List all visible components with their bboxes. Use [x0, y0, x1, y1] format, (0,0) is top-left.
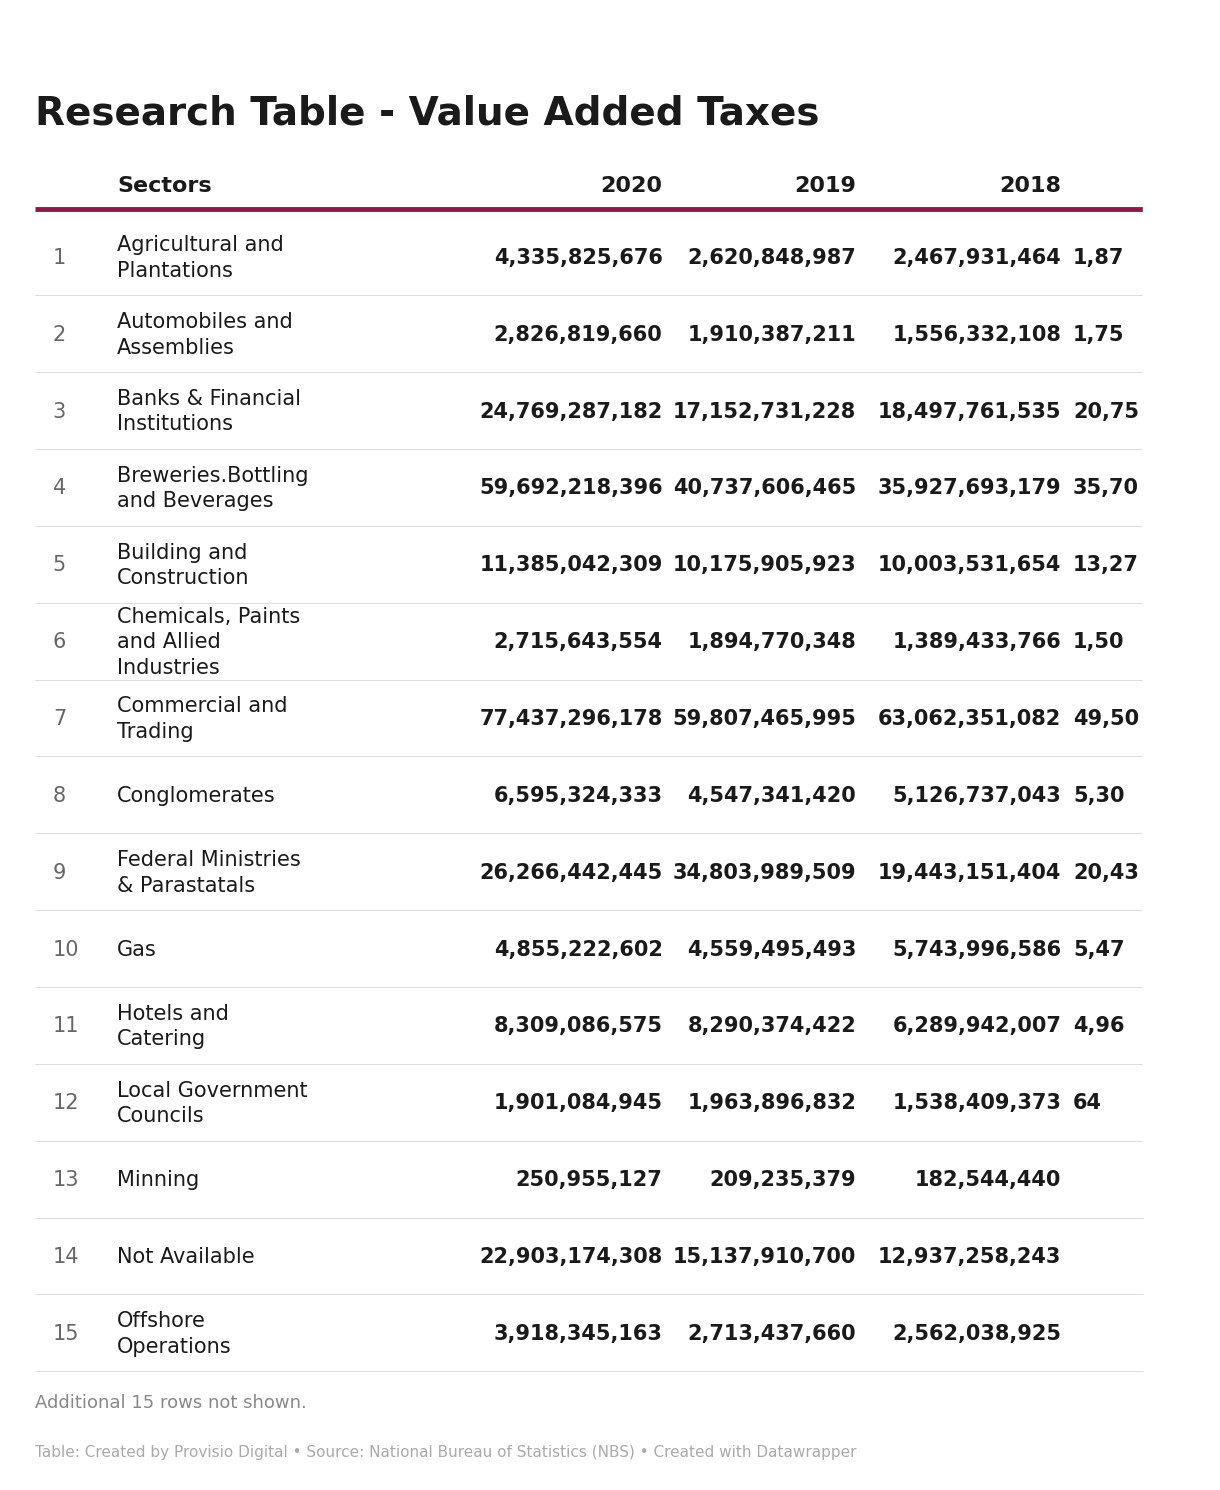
- Text: 8: 8: [52, 785, 66, 806]
- Text: 20,75: 20,75: [1074, 402, 1139, 422]
- Text: 40,737,606,465: 40,737,606,465: [673, 478, 856, 499]
- Text: 2,467,931,464: 2,467,931,464: [893, 247, 1061, 268]
- Text: 2018: 2018: [999, 176, 1061, 195]
- Text: 4,547,341,420: 4,547,341,420: [687, 785, 856, 806]
- Text: 8,309,086,575: 8,309,086,575: [494, 1016, 662, 1037]
- Text: 11: 11: [52, 1016, 79, 1037]
- Text: 1: 1: [52, 247, 66, 268]
- Text: Minning: Minning: [117, 1170, 200, 1191]
- Text: 17,152,731,228: 17,152,731,228: [673, 402, 856, 422]
- Text: Offshore
Operations: Offshore Operations: [117, 1311, 232, 1357]
- Text: 10: 10: [52, 940, 79, 960]
- Text: 2: 2: [52, 325, 66, 344]
- Text: 1,963,896,832: 1,963,896,832: [687, 1094, 856, 1113]
- Text: 1,389,433,766: 1,389,433,766: [893, 632, 1061, 653]
- Text: 15,137,910,700: 15,137,910,700: [672, 1247, 856, 1266]
- Text: 6,289,942,007: 6,289,942,007: [893, 1016, 1061, 1037]
- Text: 182,544,440: 182,544,440: [915, 1170, 1061, 1191]
- Text: 2020: 2020: [600, 176, 662, 195]
- Text: Banks & Financial
Institutions: Banks & Financial Institutions: [117, 389, 301, 435]
- Text: 49,50: 49,50: [1074, 709, 1139, 729]
- Text: 6,595,324,333: 6,595,324,333: [494, 785, 662, 806]
- Text: Breweries.Bottling
and Beverages: Breweries.Bottling and Beverages: [117, 466, 309, 511]
- Text: Local Government
Councils: Local Government Councils: [117, 1080, 307, 1126]
- Text: 9,78: 9,78: [1074, 1247, 1125, 1266]
- Text: 250,955,127: 250,955,127: [516, 1170, 662, 1191]
- Text: 19,443,151,404: 19,443,151,404: [878, 863, 1061, 882]
- Text: 1,75: 1,75: [1074, 325, 1125, 344]
- Text: 10,175,905,923: 10,175,905,923: [672, 556, 856, 575]
- Text: Not Available: Not Available: [117, 1247, 255, 1266]
- Text: 2,620,848,987: 2,620,848,987: [687, 247, 856, 268]
- Text: 14: 14: [52, 1247, 79, 1266]
- Text: 35,927,693,179: 35,927,693,179: [877, 478, 1061, 499]
- Bar: [1143, 4, 1220, 1162]
- Text: 18,497,761,535: 18,497,761,535: [878, 402, 1061, 422]
- Text: 4,96: 4,96: [1074, 1016, 1125, 1037]
- Text: Chemicals, Paints
and Allied
Industries: Chemicals, Paints and Allied Industries: [117, 606, 300, 678]
- Text: 7: 7: [52, 709, 66, 729]
- Text: 1,538,409,373: 1,538,409,373: [893, 1094, 1061, 1113]
- Text: 26,266,442,445: 26,266,442,445: [479, 863, 662, 882]
- Text: 13: 13: [1074, 1170, 1102, 1191]
- Text: 34,803,989,509: 34,803,989,509: [672, 863, 856, 882]
- Text: 11,385,042,309: 11,385,042,309: [479, 556, 662, 575]
- Text: 15: 15: [52, 1325, 79, 1344]
- Text: 77,437,296,178: 77,437,296,178: [479, 709, 662, 729]
- Text: 4,559,495,493: 4,559,495,493: [687, 940, 856, 960]
- Text: Additional 15 rows not shown.: Additional 15 rows not shown.: [35, 1395, 307, 1413]
- Text: 5: 5: [52, 556, 66, 575]
- Text: 4: 4: [52, 478, 66, 499]
- Text: Agricultural and
Plantations: Agricultural and Plantations: [117, 235, 284, 280]
- Text: 2,826,819,660: 2,826,819,660: [494, 325, 662, 344]
- Text: Building and
Construction: Building and Construction: [117, 542, 250, 589]
- Text: 2,27: 2,27: [1074, 1325, 1125, 1344]
- Text: Sectors: Sectors: [117, 176, 212, 195]
- Text: Hotels and
Catering: Hotels and Catering: [117, 1004, 229, 1049]
- Text: Federal Ministries
& Parastatals: Federal Ministries & Parastatals: [117, 849, 301, 895]
- Text: 9: 9: [52, 863, 66, 882]
- Text: Automobiles and
Assemblies: Automobiles and Assemblies: [117, 311, 293, 358]
- Text: 10,003,531,654: 10,003,531,654: [878, 556, 1061, 575]
- Text: 1,894,770,348: 1,894,770,348: [687, 632, 856, 653]
- Text: 64: 64: [1074, 1094, 1102, 1113]
- Text: 63,062,351,082: 63,062,351,082: [878, 709, 1061, 729]
- Text: 3: 3: [52, 402, 66, 422]
- Text: 1,910,387,211: 1,910,387,211: [687, 325, 856, 344]
- Text: 1,901,084,945: 1,901,084,945: [494, 1094, 662, 1113]
- Text: Research Table - Value Added Taxes: Research Table - Value Added Taxes: [35, 94, 820, 133]
- Text: 8,290,374,422: 8,290,374,422: [687, 1016, 856, 1037]
- Text: 3,918,345,163: 3,918,345,163: [494, 1325, 662, 1344]
- Text: 2019: 2019: [794, 176, 856, 195]
- Text: 22,903,174,308: 22,903,174,308: [479, 1247, 662, 1266]
- Text: 2,713,437,660: 2,713,437,660: [687, 1325, 856, 1344]
- Text: Gas: Gas: [117, 940, 157, 960]
- Text: 2,562,038,925: 2,562,038,925: [892, 1325, 1061, 1344]
- Text: 5,47: 5,47: [1074, 940, 1125, 960]
- Text: 12: 12: [52, 1094, 79, 1113]
- Text: 1,50: 1,50: [1074, 632, 1125, 653]
- Text: 209,235,379: 209,235,379: [710, 1170, 856, 1191]
- Text: 1,556,332,108: 1,556,332,108: [893, 325, 1061, 344]
- Text: Commercial and
Trading: Commercial and Trading: [117, 696, 288, 742]
- Text: 12,937,258,243: 12,937,258,243: [878, 1247, 1061, 1266]
- Text: 13: 13: [52, 1170, 79, 1191]
- Text: 4,335,825,676: 4,335,825,676: [494, 247, 662, 268]
- Text: 2,715,643,554: 2,715,643,554: [494, 632, 662, 653]
- Text: Table: Created by Provisio Digital • Source: National Bureau of Statistics (NBS): Table: Created by Provisio Digital • Sou…: [35, 1445, 856, 1460]
- Text: 24,769,287,182: 24,769,287,182: [479, 402, 662, 422]
- Text: 59,807,465,995: 59,807,465,995: [672, 709, 856, 729]
- Text: 20,43: 20,43: [1074, 863, 1139, 882]
- Text: 4,855,222,602: 4,855,222,602: [494, 940, 662, 960]
- Text: Conglomerates: Conglomerates: [117, 785, 276, 806]
- Text: 1,87: 1,87: [1074, 247, 1125, 268]
- Text: 59,692,218,396: 59,692,218,396: [479, 478, 662, 499]
- Text: 5,30: 5,30: [1074, 785, 1125, 806]
- Text: 35,70: 35,70: [1074, 478, 1139, 499]
- Text: 6: 6: [52, 632, 66, 653]
- Text: 5,126,737,043: 5,126,737,043: [893, 785, 1061, 806]
- Text: 5,743,996,586: 5,743,996,586: [892, 940, 1061, 960]
- Text: 13,27: 13,27: [1074, 556, 1139, 575]
